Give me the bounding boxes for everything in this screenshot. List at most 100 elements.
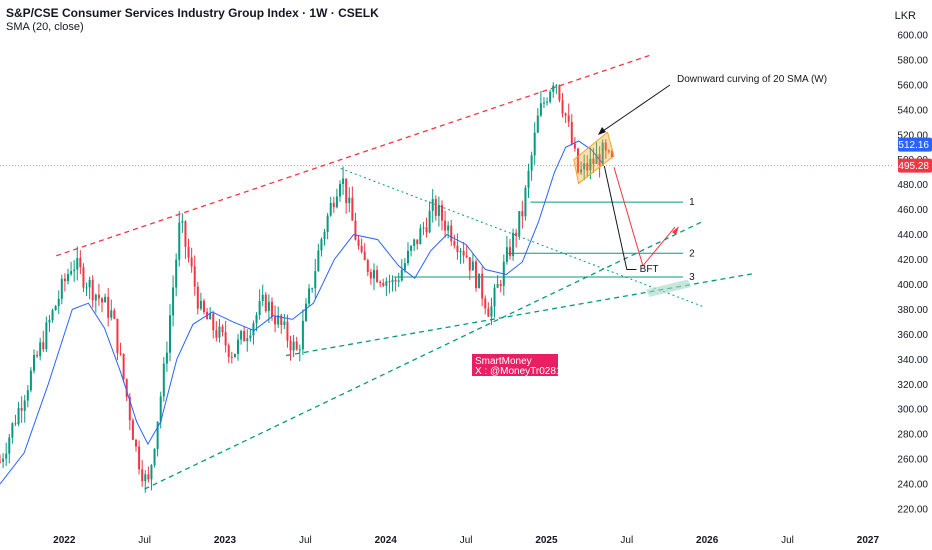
sma-annotation-text: Downward curving of 20 SMA (W) (677, 74, 827, 85)
candle-body (320, 239, 323, 251)
candle-body (240, 330, 243, 340)
candle-body (570, 121, 573, 144)
x-tick-label: Jul (460, 535, 473, 546)
annotation-arrow-line[interactable] (599, 84, 671, 134)
candle-body (434, 199, 437, 216)
candle-body (437, 205, 440, 216)
candle-body (190, 257, 193, 267)
candle-body (63, 278, 66, 282)
candle-body (57, 298, 60, 307)
candle-body (94, 294, 97, 301)
bull-flag-box[interactable] (573, 131, 615, 185)
x-tick-label: 2026 (696, 535, 719, 546)
candle-body (45, 322, 48, 350)
candle-body (32, 354, 35, 371)
candle-body (589, 158, 592, 171)
candle-body (493, 287, 496, 307)
y-tick-label: 340.00 (897, 355, 928, 366)
candle-body (104, 296, 107, 303)
candle-body (243, 330, 246, 342)
candle-body (573, 143, 576, 149)
candle-body (91, 279, 94, 301)
signature-box (472, 354, 558, 376)
candle-body (202, 300, 205, 312)
x-tick-label: 2024 (375, 535, 398, 546)
candle-body (224, 332, 227, 346)
annotations[interactable]: Downward curving of 20 SMA (W) BFT SmartMo… (472, 74, 827, 377)
indicator-label[interactable]: SMA (20, close) (6, 21, 84, 33)
candle-body (298, 349, 301, 351)
candle-body (496, 284, 499, 288)
support-trendline-lower[interactable] (144, 220, 705, 490)
candle-body (168, 315, 171, 353)
candle-body (338, 183, 341, 197)
y-tick-label: 220.00 (897, 505, 928, 516)
candle-body (610, 150, 613, 158)
candle-body (181, 221, 184, 223)
price-labels: 512.16 495.28 (898, 137, 932, 173)
candle-body (8, 437, 11, 454)
candle-body (289, 340, 292, 351)
price-tag (898, 137, 932, 152)
price-tag-text: 512.16 (898, 140, 929, 151)
candle-body (601, 142, 604, 166)
candle-body (54, 306, 57, 311)
resistance-trendline[interactable] (56, 54, 652, 257)
candle-body (474, 261, 477, 289)
candle-body (292, 341, 295, 351)
candle-body (311, 288, 314, 290)
candle-body (153, 448, 156, 466)
candle-body (274, 316, 277, 325)
bft-label: BFT (640, 264, 659, 275)
candle-body (468, 257, 471, 271)
y-tick-label: 600.00 (897, 31, 928, 42)
trendlines[interactable] (56, 54, 756, 490)
candle-body (218, 326, 221, 338)
candle-body (17, 408, 20, 425)
candle-body (518, 211, 521, 236)
candle-body (363, 251, 366, 261)
chart-title: S&P/CSE Consumer Services Industry Group… (6, 6, 379, 20)
candle-body (388, 281, 391, 283)
y-tick-label: 380.00 (897, 305, 928, 316)
candle-body (144, 474, 147, 482)
candle-body (150, 465, 153, 480)
projected-path[interactable] (613, 167, 676, 267)
candle-body (110, 310, 113, 318)
candle-body (431, 199, 434, 211)
candle-body (583, 163, 586, 170)
target-zone[interactable] (646, 279, 692, 297)
candle-body (162, 363, 165, 397)
candle-body (116, 318, 119, 354)
candle-body (335, 196, 338, 208)
candle-body (400, 269, 403, 281)
candle-body (199, 300, 202, 309)
candle-body (51, 310, 54, 321)
candle-body (295, 341, 298, 350)
candle-body (280, 315, 283, 325)
candle-body (270, 301, 273, 317)
candle-body (261, 294, 264, 302)
axes: 220.00 240.00 260.00 280.00 300.00 320.00 340.… (53, 31, 928, 547)
candle-body (88, 279, 91, 288)
candle-body (533, 132, 536, 156)
candle-body (499, 284, 502, 286)
candle-body (456, 245, 459, 253)
candle-body (552, 85, 555, 92)
candle-body (26, 390, 29, 401)
candle-body (422, 227, 425, 229)
candle-body (487, 308, 490, 317)
candle-body (42, 342, 45, 350)
bft-pointer[interactable] (603, 165, 637, 271)
candle-body (403, 263, 406, 270)
y-tick-label: 320.00 (897, 380, 928, 391)
candle-body (580, 169, 583, 173)
candle-body (604, 142, 607, 151)
price-tag (898, 158, 932, 173)
candle-body (444, 220, 447, 231)
candle-body (542, 102, 545, 104)
candle-body (147, 474, 150, 480)
candle-body (73, 269, 76, 272)
candle-body (382, 282, 385, 286)
